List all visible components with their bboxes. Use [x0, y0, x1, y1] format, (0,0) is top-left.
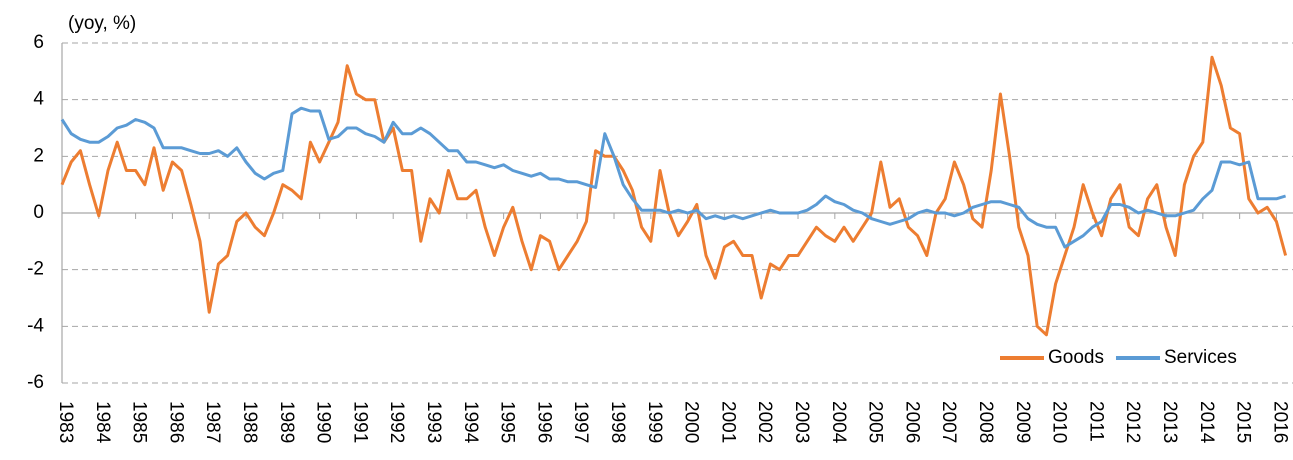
x-tick-label: 2006 — [901, 401, 922, 443]
y-tick-label: 0 — [33, 202, 44, 223]
x-tick-label: 2016 — [1269, 401, 1290, 443]
x-tick-label: 1999 — [644, 401, 665, 443]
x-tick-label: 1992 — [386, 401, 407, 443]
x-tick-label: 1989 — [276, 401, 297, 443]
series-line — [60, 106, 1287, 249]
x-tick-label: 2003 — [791, 401, 812, 443]
x-tick-label: 1996 — [533, 401, 554, 443]
x-tick-label: 2008 — [975, 401, 996, 443]
x-tick-label: 2010 — [1049, 401, 1070, 443]
y-axis-label: (yoy, %) — [68, 13, 136, 34]
x-tick-label: 2007 — [938, 401, 959, 443]
x-tick-label: 1988 — [239, 401, 260, 443]
x-tick-label: 2009 — [1012, 401, 1033, 443]
x-tick-label: 2001 — [717, 401, 738, 443]
y-tick-label: -4 — [27, 315, 44, 336]
series-line — [60, 55, 1288, 337]
x-tick-label: 1987 — [202, 401, 223, 443]
x-tick-label: 1983 — [55, 401, 76, 443]
x-tick-label: 2005 — [865, 401, 886, 443]
x-tick-label: 1993 — [423, 401, 444, 443]
x-tick-label: 2004 — [828, 401, 849, 444]
x-tick-label: 1984 — [92, 401, 113, 444]
legend-label: Goods — [1048, 347, 1104, 368]
x-tick-label: 1990 — [313, 401, 334, 443]
x-tick-label: 2013 — [1159, 401, 1180, 443]
x-tick-label: 1997 — [570, 401, 591, 443]
y-tick-label: 6 — [33, 32, 44, 53]
y-tick-label: 2 — [33, 145, 44, 166]
x-tick-label: 2012 — [1122, 401, 1143, 443]
x-tick-label: 2000 — [681, 401, 702, 443]
x-tick-label: 2011 — [1085, 401, 1106, 442]
x-tick-label: 1986 — [165, 401, 186, 443]
y-tick-label: -6 — [27, 372, 44, 393]
x-tick-label: 2015 — [1233, 401, 1254, 443]
y-tick-label: 4 — [33, 89, 44, 110]
x-tick-label: 1994 — [460, 401, 481, 444]
x-tick-label: 1998 — [607, 401, 628, 443]
x-tick-label: 2002 — [754, 401, 775, 443]
x-tick-label: 1991 — [349, 401, 370, 443]
x-tick-label: 1995 — [497, 401, 518, 443]
legend-label: Services — [1164, 347, 1237, 368]
x-tick-label: 2014 — [1196, 401, 1217, 444]
x-tick-label: 1985 — [129, 401, 150, 443]
y-tick-label: -2 — [27, 259, 44, 280]
